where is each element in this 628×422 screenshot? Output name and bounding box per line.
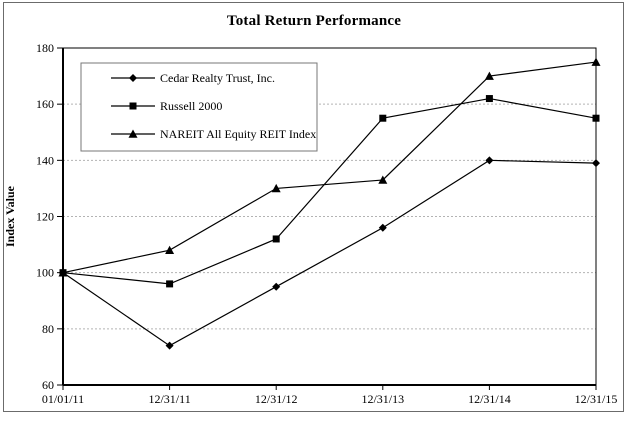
russell-2000-marker-12-31-13 — [379, 114, 387, 122]
x-tick-label-12-31-13: 12/31/13 — [361, 392, 404, 406]
x-tick-label-01-01-11: 01/01/11 — [42, 392, 84, 406]
y-tick-label-60: 60 — [42, 378, 54, 392]
nareit-all-equity-reit-index-marker-12-31-12 — [271, 183, 281, 193]
legend-marker-cedar-realty-trust-inc — [129, 74, 137, 82]
chart-title: Total Return Performance — [226, 13, 402, 29]
russell-2000-marker-12-31-12 — [272, 235, 280, 243]
cedar-realty-trust-inc-marker-12-31-11 — [165, 341, 174, 350]
russell-2000-marker-12-31-11 — [166, 280, 174, 288]
y-tick-label-80: 80 — [42, 322, 54, 336]
cedar-realty-trust-inc-marker-12-31-12 — [272, 282, 281, 291]
x-tick-label-12-31-11: 12/31/11 — [148, 392, 190, 406]
russell-2000-marker-12-31-14 — [485, 95, 493, 103]
y-tick-label-180: 180 — [36, 41, 54, 55]
nareit-all-equity-reit-index-marker-12-31-13 — [378, 175, 388, 184]
legend-marker-russell-2000 — [129, 102, 137, 110]
legend-label-nareit-all-equity-reit-index: NAREIT All Equity REIT Index — [160, 127, 316, 141]
nareit-all-equity-reit-index-marker-01-01-11 — [58, 268, 68, 277]
y-tick-label-100: 100 — [36, 266, 54, 280]
x-tick-label-12-31-14: 12/31/14 — [468, 392, 511, 406]
y-tick-label-120: 120 — [36, 210, 54, 224]
y-axis-label: Index Value — [3, 185, 17, 247]
x-tick-label-12-31-15: 12/31/15 — [575, 392, 618, 406]
series-line-cedar-realty-trust-inc — [62, 159, 597, 347]
cedar-realty-trust-inc-marker-12-31-13 — [378, 223, 387, 232]
legend-label-russell-2000: Russell 2000 — [160, 99, 222, 113]
y-tick-label-140: 140 — [36, 153, 54, 167]
cedar-realty-trust-inc-marker-12-31-15 — [592, 159, 600, 168]
series-line-russell-2000 — [62, 97, 597, 285]
y-tick-label-160: 160 — [36, 97, 54, 111]
nareit-all-equity-reit-index-marker-12-31-11 — [165, 245, 175, 254]
cedar-realty-trust-inc-marker-12-31-14 — [485, 156, 494, 165]
nareit-all-equity-reit-index-marker-12-31-14 — [484, 71, 494, 80]
legend-box — [80, 62, 318, 152]
x-tick-label-12-31-12: 12/31/12 — [255, 392, 298, 406]
series-line-nareit-all-equity-reit-index — [62, 61, 597, 274]
legend-label-cedar-realty-trust-inc: Cedar Realty Trust, Inc. — [160, 71, 275, 85]
russell-2000-marker-12-31-15 — [592, 114, 600, 122]
legend-marker-nareit-all-equity-reit-index — [128, 129, 138, 138]
nareit-all-equity-reit-index-marker-12-31-15 — [591, 57, 601, 66]
